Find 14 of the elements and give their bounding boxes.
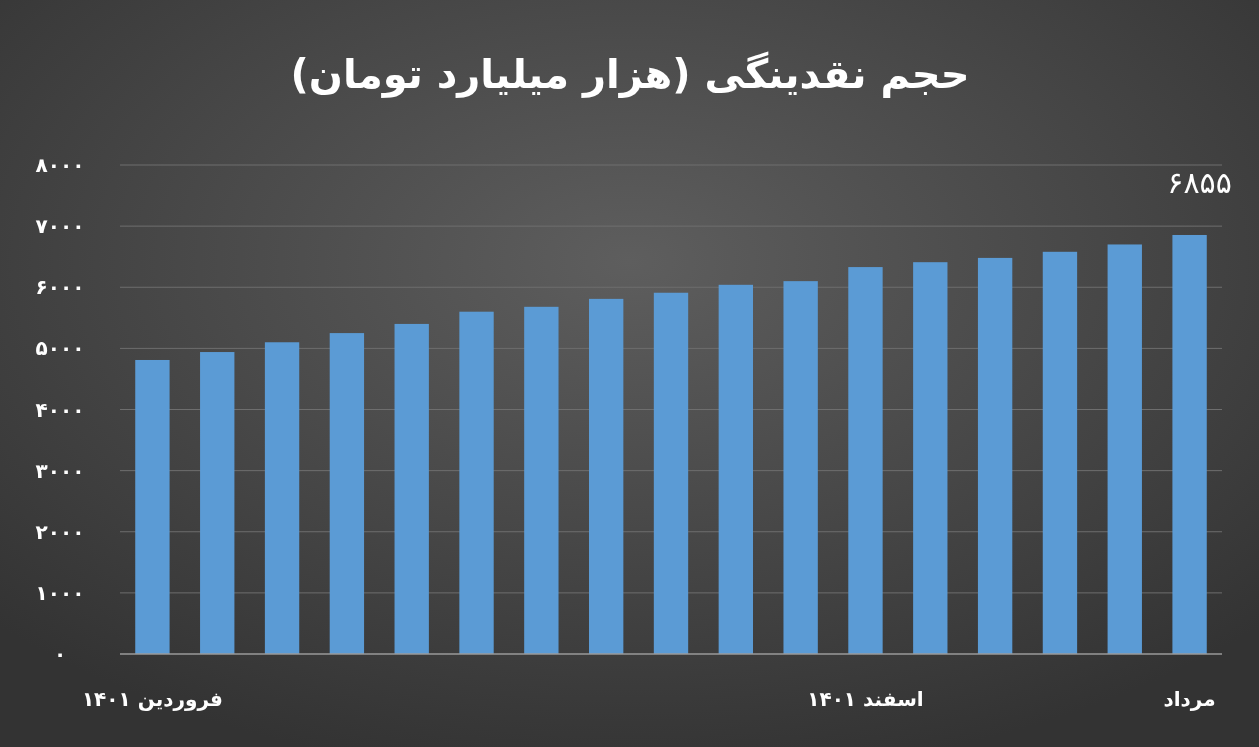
y-tick-label: ۷۰۰۰ — [35, 214, 85, 239]
x-tick-label: اسفند ۱۴۰۱ — [807, 687, 924, 711]
y-tick-label: ۲۰۰۰ — [35, 519, 85, 544]
x-tick-label: فروردین ۱۴۰۱ — [81, 687, 223, 711]
y-tick-label: ۳۰۰۰ — [35, 458, 85, 483]
y-tick-label: ۴۰۰۰ — [35, 397, 85, 422]
y-tick-label: ۶۰۰۰ — [35, 275, 85, 300]
data-label: ۶۸۵۵ — [1167, 164, 1232, 200]
y-tick-label: ۸۰۰۰ — [35, 153, 85, 177]
chart-title: حجم نقدینگی (هزار میلیارد تومان) — [290, 51, 970, 98]
y-tick-label: ۵۰۰۰ — [35, 336, 85, 361]
y-tick-label: ۰ — [53, 642, 67, 666]
y-tick-label: ۱۰۰۰ — [35, 580, 85, 605]
x-tick-label: مرداد — [1163, 687, 1216, 711]
